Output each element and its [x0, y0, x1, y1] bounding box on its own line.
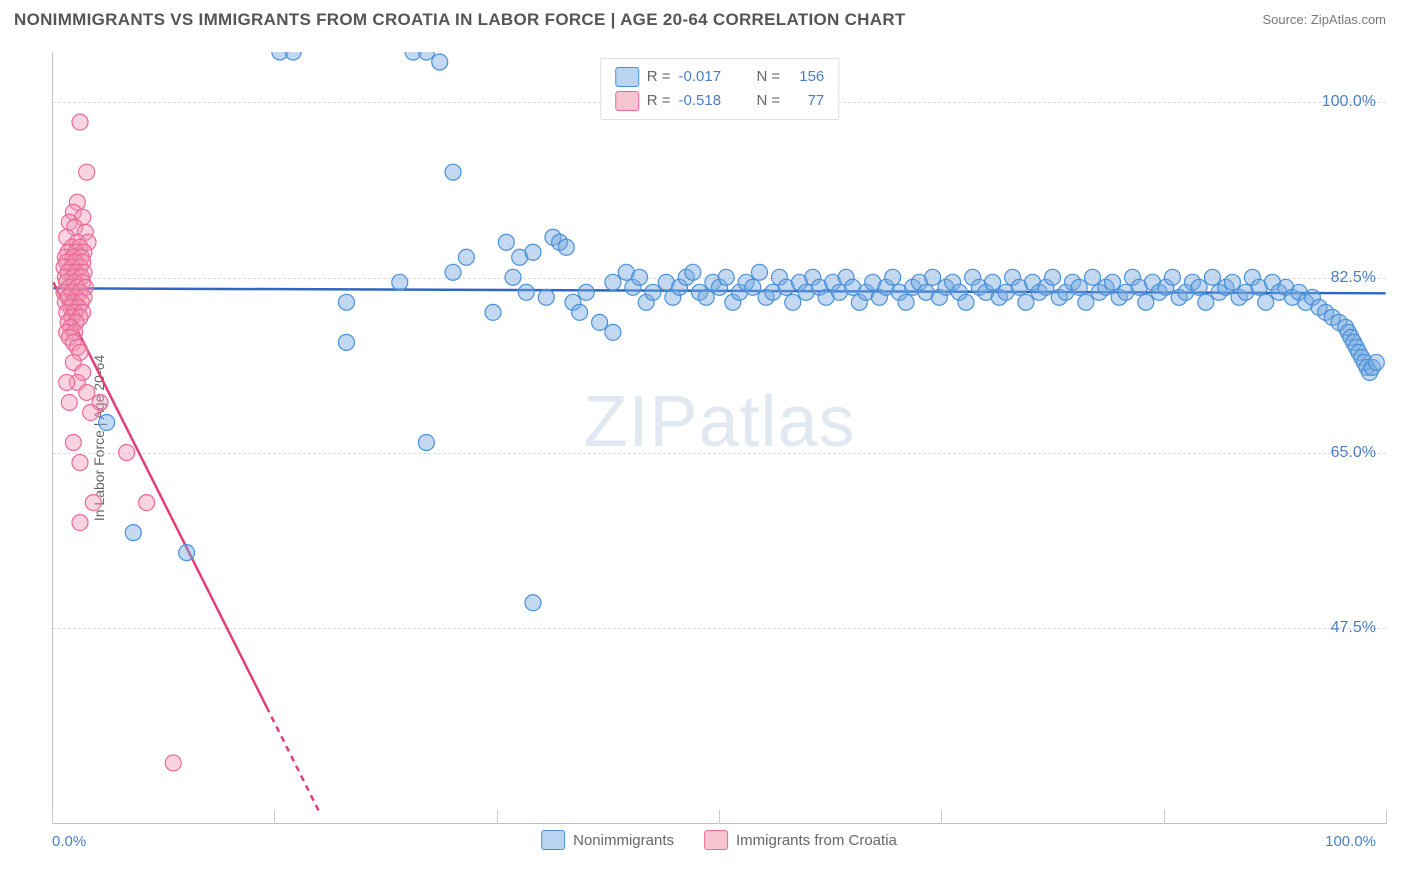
swatch-pink-icon — [615, 91, 639, 111]
legend-item-nonimmigrants: Nonimmigrants — [541, 830, 674, 850]
x-tick — [1164, 810, 1165, 824]
n-value: 156 — [788, 65, 824, 89]
x-tick — [497, 810, 498, 824]
legend-item-immigrants: Immigrants from Croatia — [704, 830, 897, 850]
x-tick — [941, 810, 942, 824]
x-tick — [719, 810, 720, 824]
r-label: R = — [647, 89, 671, 113]
series-legend: Nonimmigrants Immigrants from Croatia — [541, 830, 897, 850]
n-label: N = — [757, 89, 781, 113]
chart-title: NONIMMIGRANTS VS IMMIGRANTS FROM CROATIA… — [14, 10, 906, 30]
legend-label: Nonimmigrants — [573, 832, 674, 849]
r-label: R = — [647, 65, 671, 89]
x-axis-min-label: 0.0% — [52, 833, 86, 850]
swatch-blue-icon — [541, 830, 565, 850]
plot-container: In Labor Force | Age 20-64 ZIPatlas 47.5… — [52, 52, 1386, 824]
r-value: -0.017 — [679, 65, 731, 89]
legend-row-nonimmigrants: R = -0.017 N = 156 — [615, 65, 825, 89]
source-attribution: Source: ZipAtlas.com — [1262, 12, 1386, 27]
x-tick — [274, 810, 275, 824]
y-tick-label: 82.5% — [1331, 269, 1376, 287]
n-label: N = — [757, 65, 781, 89]
swatch-pink-icon — [704, 830, 728, 850]
r-value: -0.518 — [679, 89, 731, 113]
x-tick — [1386, 810, 1387, 824]
y-tick-label: 100.0% — [1322, 93, 1376, 111]
y-tick-label: 65.0% — [1331, 444, 1376, 462]
swatch-blue-icon — [615, 67, 639, 87]
x-axis-max-label: 100.0% — [1325, 833, 1376, 850]
legend-label: Immigrants from Croatia — [736, 832, 897, 849]
scatter-svg — [53, 52, 1386, 823]
legend-row-immigrants: R = -0.518 N = 77 — [615, 89, 825, 113]
y-tick-label: 47.5% — [1331, 619, 1376, 637]
x-tick — [52, 810, 53, 824]
n-value: 77 — [788, 89, 824, 113]
correlation-legend: R = -0.017 N = 156 R = -0.518 N = 77 — [600, 58, 840, 120]
plot-area: ZIPatlas 47.5%65.0%82.5%100.0% R = -0.01… — [52, 52, 1386, 824]
